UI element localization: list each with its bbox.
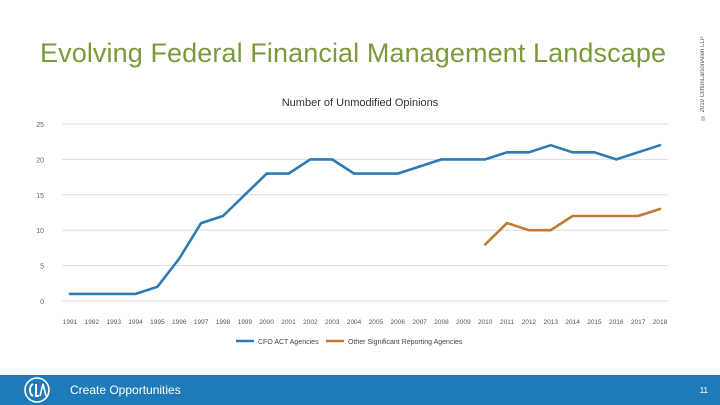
- cla-logo-icon: [24, 377, 50, 403]
- legend-label: Other Significant Reporting Agencies: [348, 339, 463, 346]
- x-tick-label: 2010: [478, 319, 493, 326]
- x-tick-label: 2017: [631, 319, 646, 326]
- y-tick-label: 20: [36, 157, 44, 164]
- legend-label: CFO ACT Agencies: [258, 339, 319, 346]
- x-tick-label: 2013: [544, 319, 559, 326]
- y-tick-label: 15: [36, 193, 44, 200]
- page-number: 11: [699, 386, 708, 395]
- x-tick-label: 2011: [500, 319, 514, 326]
- x-tick-label: 2000: [259, 319, 274, 326]
- x-tick-label: 2003: [325, 319, 340, 326]
- x-tick-label: 2005: [369, 319, 384, 326]
- x-tick-label: 1995: [150, 319, 165, 326]
- slide-title: Evolving Federal Financial Management La…: [40, 38, 667, 68]
- y-tick-label: 10: [36, 228, 44, 235]
- x-tick-label: 1992: [85, 319, 100, 326]
- x-tick-label: 2002: [303, 319, 318, 326]
- x-tick-label: 1991: [63, 319, 78, 326]
- x-tick-label: 2018: [653, 319, 668, 326]
- line-chart: Number of Unmodified Opinions 0 5 10 15 20 25 1…: [36, 97, 668, 346]
- series-line-other-significant-agencies: [483, 207, 662, 246]
- x-tick-label: 2004: [347, 319, 362, 326]
- x-tick-label: 1994: [128, 319, 143, 326]
- x-tick-label: 2016: [609, 319, 624, 326]
- x-tick-label: 2006: [391, 319, 406, 326]
- y-tick-label: 0: [40, 299, 44, 306]
- x-tick-label: 1998: [216, 319, 231, 326]
- x-tick-label: 2012: [522, 319, 537, 326]
- series-line-cfo-act-agencies: [68, 143, 662, 296]
- chart-title: Number of Unmodified Opinions: [282, 97, 439, 109]
- x-tick-label: 2014: [565, 319, 580, 326]
- x-tick-label: 2015: [587, 319, 602, 326]
- x-tick-label: 2001: [281, 319, 296, 326]
- x-tick-label: 2009: [456, 319, 471, 326]
- x-tick-label: 1996: [172, 319, 187, 326]
- x-tick-label: 1993: [106, 319, 121, 326]
- y-tick-label: 25: [36, 122, 44, 129]
- x-tick-label: 1999: [238, 319, 253, 326]
- x-tick-label: 1997: [194, 319, 209, 326]
- x-tick-label: 2008: [434, 319, 449, 326]
- x-tick-label: 2007: [412, 319, 427, 326]
- footer-tagline: Create Opportunities: [70, 383, 181, 397]
- footer-bar: Create Opportunities 11: [0, 375, 720, 405]
- y-tick-label: 5: [40, 264, 44, 271]
